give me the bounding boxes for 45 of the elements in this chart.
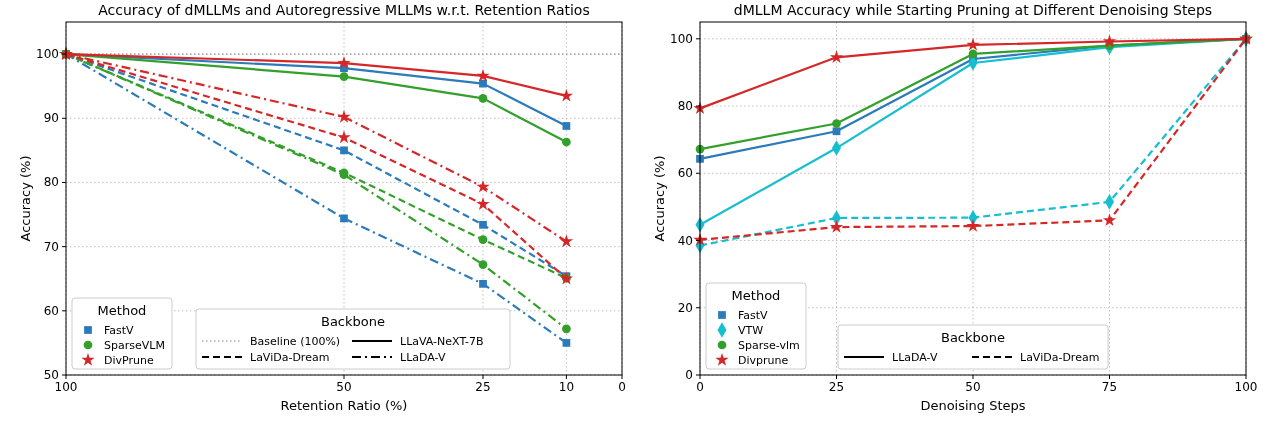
- x-tick-label: 25: [475, 380, 491, 394]
- x-tick-label: 100: [54, 380, 78, 394]
- legend-label: Divprune: [738, 354, 789, 367]
- y-tick-label: 60: [677, 166, 693, 181]
- annotation: LLaDA-V: [400, 351, 446, 364]
- y-tick-label: 0: [685, 368, 693, 382]
- x-tick-label: 0: [618, 380, 626, 394]
- y-tick-label: 20: [677, 300, 693, 315]
- x-tick-label: 50: [336, 380, 352, 394]
- x-axis-title: Denoising Steps: [920, 398, 1026, 413]
- legend-label: SparseVLM: [104, 339, 165, 352]
- y-tick-label: 100: [670, 31, 693, 46]
- y-tick-label: 70: [43, 239, 59, 254]
- x-tick-label: 10: [558, 380, 575, 394]
- legend-title: Method: [97, 303, 147, 318]
- annotation: LLaVA-NeXT-7B: [400, 335, 484, 348]
- y-tick-label: 60: [43, 303, 59, 318]
- annotation: LLaDA-V: [892, 351, 938, 364]
- legend-label: FastV: [104, 324, 135, 337]
- chart-title: dMLLM Accuracy while Starting Pruning at Different Denoising Steps: [733, 2, 1213, 18]
- y-tick-label: 50: [43, 368, 59, 382]
- x-axis-title: Retention Ratio (%): [280, 398, 408, 413]
- legend-label: Baseline (100%): [250, 335, 341, 348]
- y-tick-label: 100: [36, 47, 59, 62]
- annotation: LaViDa-Dream: [1020, 351, 1100, 364]
- annotation: Backbone: [940, 330, 1006, 345]
- y-tick-label: 90: [43, 111, 59, 126]
- y-tick-label: 40: [677, 233, 693, 248]
- annotation: LaViDa-Dream: [250, 351, 330, 364]
- x-tick-label: 100: [1234, 380, 1258, 394]
- annotation: Backbone: [320, 314, 386, 329]
- x-tick-label: 75: [1101, 380, 1118, 394]
- legend-label: FastV: [738, 309, 769, 322]
- legend-label: DivPrune: [104, 354, 154, 367]
- y-tick-label: 80: [43, 175, 59, 190]
- y-tick-label: 80: [677, 99, 693, 114]
- x-tick-label: 25: [828, 380, 845, 394]
- chart-title: Accuracy of dMLLMs and Autoregressive MLLMs w.r.t. Retention Ratios: [98, 2, 590, 18]
- legend-label: Sparse-vlm: [738, 339, 800, 352]
- legend-label: VTW: [738, 324, 764, 337]
- y-axis-title: Accuracy (%): [18, 155, 33, 242]
- x-tick-label: 0: [696, 380, 704, 394]
- legend-title: Method: [731, 288, 781, 303]
- x-tick-label: 50: [965, 380, 981, 394]
- y-axis-title: Accuracy (%): [652, 155, 667, 242]
